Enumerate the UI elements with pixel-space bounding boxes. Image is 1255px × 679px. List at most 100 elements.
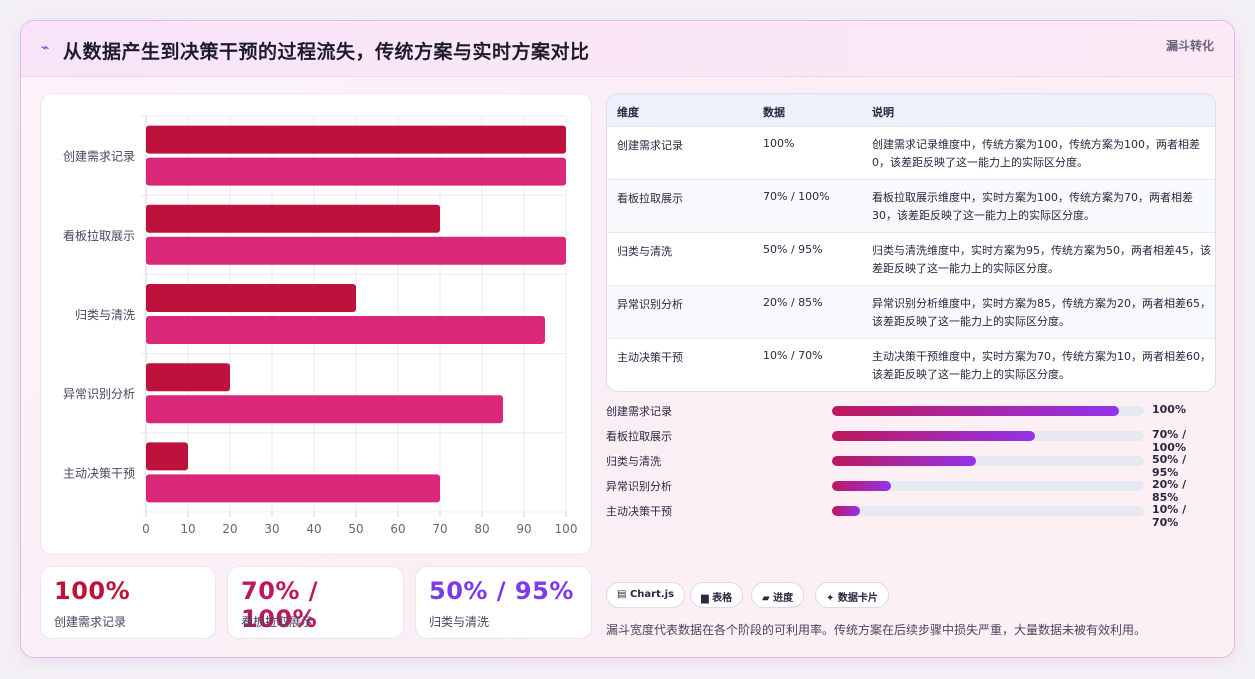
progress-value: 10% / 70% xyxy=(1152,503,1187,529)
cell-dimension: 归类与清洗 xyxy=(617,245,672,258)
progress-row: 创建需求记录 100% xyxy=(606,401,1216,421)
x-tick-label: 70 xyxy=(432,522,447,536)
chip-label: Chart.js xyxy=(629,589,675,600)
progress-label: 创建需求记录 xyxy=(606,405,672,418)
chip-progress[interactable]: ▰ 进度 xyxy=(751,582,805,608)
progress-label: 异常识别分析 xyxy=(606,480,672,493)
y-tick-label: 主动决策干预 xyxy=(63,466,135,480)
progress-value: 20% / 85% xyxy=(1152,478,1187,504)
progress-icon: ▰ xyxy=(762,593,774,604)
x-tick-label: 30 xyxy=(264,522,279,536)
x-tick-label: 50 xyxy=(348,522,363,536)
progress-row: 看板拉取展示 70% / 100% xyxy=(606,426,1216,454)
category-tag: 漏斗转化 xyxy=(1165,39,1214,53)
table-icon: ▆ xyxy=(701,593,713,604)
table-row: 创建需求记录 100% 创建需求记录维度中，传统方案为100，传统方案为100，两者… xyxy=(607,127,1215,180)
stat-label: 创建需求记录 xyxy=(54,615,127,629)
cell-dimension: 主动决策干预 xyxy=(617,351,683,364)
cell-description: 主动决策干预维度中，实时方案为70，传统方案为10，两者相差60，该差距反映了这… xyxy=(872,350,1211,381)
x-tick-label: 0 xyxy=(142,522,150,536)
bar xyxy=(146,363,230,392)
chip-label: 表格 xyxy=(712,593,733,604)
progress-row: 异常识别分析 20% / 85% xyxy=(606,476,1216,504)
cell-data: 50% / 95% xyxy=(763,243,823,256)
bar xyxy=(146,442,188,471)
cell-dimension: 创建需求记录 xyxy=(617,139,683,152)
dashboard-card: ⌁ 从数据产生到决策干预的过程流失，传统方案与实时方案对比 漏斗转化 0 10 20… xyxy=(20,20,1235,658)
x-tick-label: 40 xyxy=(306,522,321,536)
bar xyxy=(146,395,503,424)
progress-track xyxy=(832,506,1144,516)
header-data: 数据 xyxy=(763,106,785,119)
y-tick-label: 创建需求记录 xyxy=(63,150,135,164)
stat-label: 看板拉取展示 xyxy=(241,615,314,629)
x-tick-label: 100 xyxy=(555,522,578,536)
stat-value: 50% / 95% xyxy=(429,577,574,605)
stat-card: 70% / 100% 看板拉取展示 xyxy=(227,566,404,639)
progress-value: 100% xyxy=(1152,403,1186,416)
cell-description: 创建需求记录维度中，传统方案为100，传统方案为100，两者相差0，该差距反映了… xyxy=(872,138,1200,169)
bar xyxy=(146,157,566,186)
progress-fill xyxy=(832,481,892,491)
table-row: 异常识别分析 20% / 85% 异常识别分析维度中，实时方案为85，传统方案为20… xyxy=(607,286,1215,339)
chip-label: 数据卡片 xyxy=(837,593,878,604)
progress-track xyxy=(832,481,1144,491)
cell-description: 归类与清洗维度中，实时方案为95，传统方案为50，两者相差45，该差距反映了这一… xyxy=(872,244,1211,275)
cell-description: 异常识别分析维度中，实时方案为85，传统方案为20，两者相差65，该差距反映了这… xyxy=(872,297,1211,328)
cell-dimension: 看板拉取展示 xyxy=(617,192,683,205)
x-tick-label: 60 xyxy=(390,522,405,536)
table-row: 主动决策干预 10% / 70% 主动决策干预维度中，实时方案为70，传统方案为10… xyxy=(607,339,1215,391)
bar xyxy=(146,204,440,233)
cell-dimension: 异常识别分析 xyxy=(617,298,683,311)
data-table: 维度 数据 说明 创建需求记录 100% 创建需求记录维度中，传统方案为100，传统… xyxy=(606,93,1216,392)
stat-card: 100% 创建需求记录 xyxy=(40,566,216,639)
cell-data: 20% / 85% xyxy=(763,296,823,309)
progress-value: 70% / 100% xyxy=(1152,428,1187,454)
progress-label: 主动决策干预 xyxy=(606,505,672,518)
progress-track xyxy=(832,406,1144,416)
card-icon: ✦ xyxy=(826,593,838,604)
cell-data: 70% / 100% xyxy=(763,190,830,203)
progress-label: 归类与清洗 xyxy=(606,455,661,468)
progress-fill xyxy=(832,456,976,466)
progress-track xyxy=(832,456,1144,466)
table-header: 维度 数据 说明 xyxy=(607,94,1215,127)
header-description: 说明 xyxy=(872,106,894,119)
y-tick-label: 归类与清洗 xyxy=(75,308,135,322)
header-dimension: 维度 xyxy=(617,106,639,119)
page-title: 从数据产生到决策干预的过程流失，传统方案与实时方案对比 xyxy=(63,41,590,63)
x-tick-label: 90 xyxy=(516,522,531,536)
cell-description: 看板拉取展示维度中，实时方案为100，传统方案为70，两者相差30，该差距反映了… xyxy=(872,191,1193,222)
y-tick-label: 异常识别分析 xyxy=(63,387,135,401)
bar xyxy=(146,125,566,154)
table-row: 看板拉取展示 70% / 100% 看板拉取展示维度中，实时方案为100，传统方案为… xyxy=(607,180,1215,233)
chip-table[interactable]: ▆ 表格 xyxy=(690,582,744,608)
progress-fill xyxy=(832,506,861,516)
spark-icon: ⌁ xyxy=(41,40,50,56)
cell-data: 100% xyxy=(763,137,795,150)
chip-card[interactable]: ✦ 数据卡片 xyxy=(815,582,889,608)
footnote: 漏斗宽度代表数据在各个阶段的可利用率。传统方案在后续步骤中损失严重，大量数据未被… xyxy=(606,623,1147,637)
chart-icon: ▤ xyxy=(617,589,630,600)
progress-fill xyxy=(832,431,1035,441)
header: ⌁ 从数据产生到决策干预的过程流失，传统方案与实时方案对比 漏斗转化 xyxy=(21,21,1234,77)
progress-label: 看板拉取展示 xyxy=(606,430,672,443)
stat-card: 50% / 95% 归类与清洗 xyxy=(415,566,592,639)
progress-track xyxy=(832,431,1144,441)
progress-fill xyxy=(832,406,1120,416)
chip-chart[interactable]: ▤ Chart.js xyxy=(606,582,686,608)
x-tick-label: 20 xyxy=(222,522,237,536)
bar xyxy=(146,316,545,344)
bar xyxy=(146,474,440,503)
y-tick-label: 看板拉取展示 xyxy=(63,228,135,243)
progress-row: 主动决策干预 10% / 70% xyxy=(606,501,1216,529)
bar xyxy=(146,236,566,265)
stat-value: 100% xyxy=(54,577,131,605)
x-tick-label: 10 xyxy=(180,522,195,536)
bar-chart: 0 10 20 30 40 50 60 70 80 90 100 创建需求记录 看板拉取展示 归类与清洗异… xyxy=(40,93,592,555)
table-row: 归类与清洗 50% / 95% 归类与清洗维度中，实时方案为95，传统方案为50，两… xyxy=(607,233,1215,286)
stat-label: 归类与清洗 xyxy=(429,615,490,629)
cell-data: 10% / 70% xyxy=(763,349,823,362)
bar xyxy=(146,284,356,312)
progress-value: 50% / 95% xyxy=(1152,453,1187,479)
